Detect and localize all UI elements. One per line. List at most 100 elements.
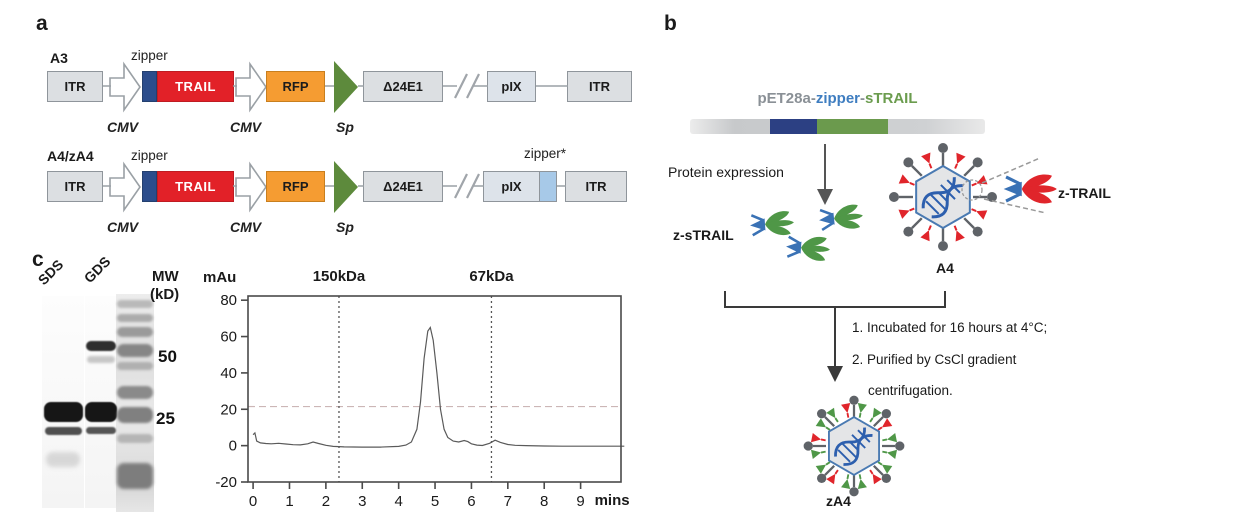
d24e1-box: Δ24E1 bbox=[363, 171, 443, 202]
construct-a4-name: A4/zA4 bbox=[47, 148, 94, 164]
svg-text:67kDa: 67kDa bbox=[469, 268, 514, 285]
zipper-star-label: zipper* bbox=[524, 146, 567, 161]
cmv-label: CMV bbox=[107, 219, 139, 235]
gel-band bbox=[117, 300, 153, 308]
cmv-promoter-arrow-icon bbox=[235, 61, 267, 113]
itr-box: ITR bbox=[47, 71, 103, 102]
svg-text:mins: mins bbox=[595, 492, 630, 509]
zipper-label: zipper bbox=[131, 48, 168, 63]
plasmid-title-sep: - bbox=[860, 90, 866, 107]
gel-band bbox=[85, 402, 117, 422]
svg-text:0: 0 bbox=[229, 438, 237, 455]
cmv-label: CMV bbox=[230, 119, 262, 135]
z-strail-trimer-icon bbox=[815, 202, 866, 235]
construct-connector-lines bbox=[103, 85, 568, 187]
gel-band bbox=[86, 427, 116, 434]
itr-box: ITR bbox=[567, 71, 632, 102]
za4-virus-icon bbox=[798, 390, 910, 502]
itr-box: ITR bbox=[565, 171, 627, 202]
svg-text:60: 60 bbox=[220, 329, 237, 346]
gap-slashes-icon bbox=[454, 73, 480, 199]
svg-text:5: 5 bbox=[431, 493, 439, 510]
d24e1-box: Δ24E1 bbox=[363, 71, 443, 102]
sp-label: Sp bbox=[336, 119, 354, 135]
zipper-label: zipper bbox=[131, 148, 168, 163]
zipper-star-box bbox=[539, 171, 557, 202]
mw-marker-25: 25 bbox=[156, 409, 175, 428]
plasmid-title-strail: sTRAIL bbox=[865, 90, 918, 107]
plasmid-strail-segment bbox=[817, 119, 888, 134]
svg-text:150kDa: 150kDa bbox=[313, 268, 366, 285]
z-trail-label: z-TRAIL bbox=[1058, 185, 1111, 201]
itr-box: ITR bbox=[47, 171, 103, 202]
gel-band bbox=[46, 452, 80, 467]
sp-label: Sp bbox=[336, 219, 354, 235]
panel-b-letter: b bbox=[664, 12, 677, 35]
svg-text:3: 3 bbox=[358, 493, 366, 510]
gel-band bbox=[117, 344, 153, 357]
gel-band bbox=[44, 402, 83, 422]
construct-a3-name: A3 bbox=[50, 50, 68, 66]
z-strail-label: z-sTRAIL bbox=[673, 227, 734, 243]
gel-band bbox=[86, 341, 116, 351]
plasmid-bar bbox=[690, 119, 985, 134]
zipper-box bbox=[142, 71, 157, 102]
grouping-bracket-icon bbox=[724, 291, 946, 382]
plasmid-title-sep: - bbox=[810, 90, 816, 107]
z-strail-trimer-icon bbox=[746, 208, 796, 239]
z-strail-trimer-icon bbox=[782, 232, 832, 263]
z-trail-icon bbox=[1000, 172, 1058, 206]
protein-expression-arrow-icon bbox=[817, 144, 833, 205]
svg-text:8: 8 bbox=[540, 493, 548, 510]
sp-promoter-arrow-icon bbox=[334, 61, 358, 113]
svg-text:mAu: mAu bbox=[203, 269, 236, 286]
protein-expression-label: Protein expression bbox=[668, 164, 784, 180]
svg-text:7: 7 bbox=[504, 493, 512, 510]
svg-text:-20: -20 bbox=[215, 474, 237, 491]
panel-a-letter: a bbox=[36, 12, 48, 35]
plasmid-title-zipper: zipper bbox=[815, 90, 861, 107]
panel-c-letter: c bbox=[32, 248, 44, 271]
gel-band bbox=[117, 463, 153, 489]
cmv-promoter-arrow-icon bbox=[109, 161, 141, 213]
sp-promoter-arrow-icon bbox=[334, 161, 358, 213]
a4-label: A4 bbox=[936, 260, 954, 276]
za4-label: zA4 bbox=[826, 493, 851, 509]
svg-text:40: 40 bbox=[220, 365, 237, 382]
magnify-dashes-icon bbox=[961, 157, 1047, 214]
plasmid-title: pET28a-zipper-sTRAIL bbox=[690, 90, 985, 108]
cmv-label: CMV bbox=[230, 219, 262, 235]
mw-header-line1: MW bbox=[152, 268, 179, 285]
plasmid-zipper-segment bbox=[770, 119, 817, 134]
gel-band bbox=[117, 314, 153, 322]
svg-text:6: 6 bbox=[467, 493, 475, 510]
svg-text:9: 9 bbox=[576, 493, 584, 510]
a4-virus-icon bbox=[883, 137, 1003, 257]
sec-chromatogram-chart: 150kDa 67kDa 80 60 40 20 0 -20 0 1 2 3 4 5 6 7 8 9 mAu mins bbox=[203, 268, 630, 510]
incubation-step-1: 1. Incubated for 16 hours at 4°C; bbox=[852, 320, 1048, 335]
svg-text:0: 0 bbox=[249, 493, 257, 510]
gel-band bbox=[87, 356, 115, 363]
plasmid-title-vector: pET28a bbox=[757, 90, 811, 107]
gel-band bbox=[117, 434, 153, 443]
incubation-step-2-cont: centrifugation. bbox=[868, 383, 953, 398]
cmv-label: CMV bbox=[107, 119, 139, 135]
mw-header-line2: (kD) bbox=[150, 286, 180, 303]
rfp-box: RFP bbox=[266, 71, 325, 102]
svg-text:2: 2 bbox=[322, 493, 330, 510]
incubation-step-2: 2. Purified by CsCl gradient bbox=[852, 352, 1017, 367]
gel-band bbox=[45, 427, 82, 435]
svg-text:20: 20 bbox=[220, 401, 237, 418]
gel-band bbox=[117, 386, 153, 399]
gel-band bbox=[117, 407, 153, 423]
svg-text:1: 1 bbox=[285, 493, 293, 510]
pix-box: pIX bbox=[487, 71, 536, 102]
gel-band bbox=[117, 327, 153, 337]
gel-band bbox=[117, 362, 153, 370]
rfp-box: RFP bbox=[266, 171, 325, 202]
pix-box: pIX bbox=[483, 171, 540, 202]
mw-marker-50: 50 bbox=[158, 347, 177, 366]
cmv-promoter-arrow-icon bbox=[109, 61, 141, 113]
